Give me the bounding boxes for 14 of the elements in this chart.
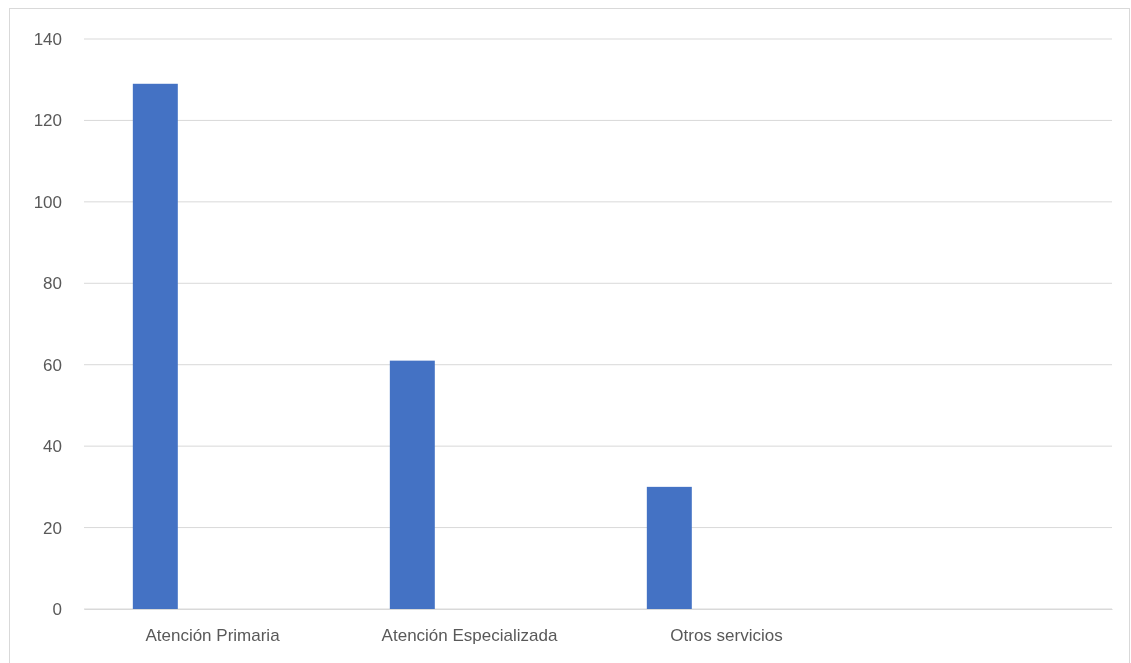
- y-tick-label: 120: [33, 111, 62, 131]
- y-tick-label: 20: [43, 518, 62, 538]
- bar: [132, 83, 178, 609]
- y-tick-label: 100: [33, 192, 62, 212]
- y-tick-label: 60: [43, 355, 62, 375]
- x-tick-label: Atención Primaria: [145, 626, 281, 646]
- y-tick-label: 40: [43, 437, 62, 457]
- y-tick-label: 80: [43, 274, 62, 294]
- bar: [389, 360, 435, 609]
- x-tick-label: Atención Especializada: [381, 626, 558, 646]
- bar: [646, 486, 692, 609]
- x-tick-label: Otros servicios: [670, 626, 783, 646]
- y-tick-label: 140: [33, 29, 62, 49]
- y-tick-label: 0: [52, 599, 62, 619]
